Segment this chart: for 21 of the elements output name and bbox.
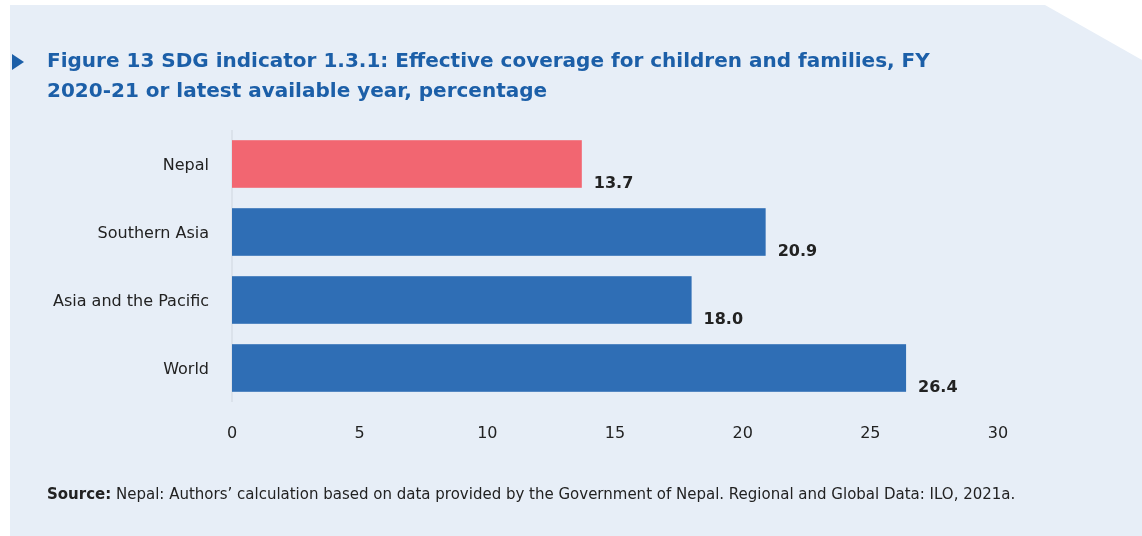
y-tick-label: Southern Asia xyxy=(97,223,209,242)
x-tick-label: 10 xyxy=(477,423,498,442)
y-tick-label: Asia and the Pacific xyxy=(53,291,209,310)
x-tick-label: 5 xyxy=(354,423,365,442)
data-label: 18.0 xyxy=(703,309,744,328)
bar xyxy=(232,208,766,256)
y-tick-label: World xyxy=(163,359,209,378)
bar xyxy=(232,276,692,324)
x-tick-label: 25 xyxy=(860,423,881,442)
chart-title: Figure 13 SDG indicator 1.3.1: Effective coverage for children and families, FY 2020-21 or latest available year, percentage xyxy=(47,48,931,102)
data-label: 26.4 xyxy=(918,377,958,396)
x-tick-label: 15 xyxy=(604,423,626,442)
x-tick-label: 0 xyxy=(226,423,238,442)
x-tick-label: 30 xyxy=(987,423,1009,442)
data-label: 13.7 xyxy=(593,173,634,192)
x-tick-label: 20 xyxy=(732,423,753,442)
bar xyxy=(232,140,582,188)
y-tick-label: Nepal xyxy=(162,155,209,174)
data-label: 20.9 xyxy=(777,241,818,260)
bar xyxy=(232,344,907,392)
source-note: Source: Nepal: Authors’ calculation based on data provided by the Government of Nepal. Regional and Global Data: ILO, 2021a. xyxy=(47,485,1016,503)
